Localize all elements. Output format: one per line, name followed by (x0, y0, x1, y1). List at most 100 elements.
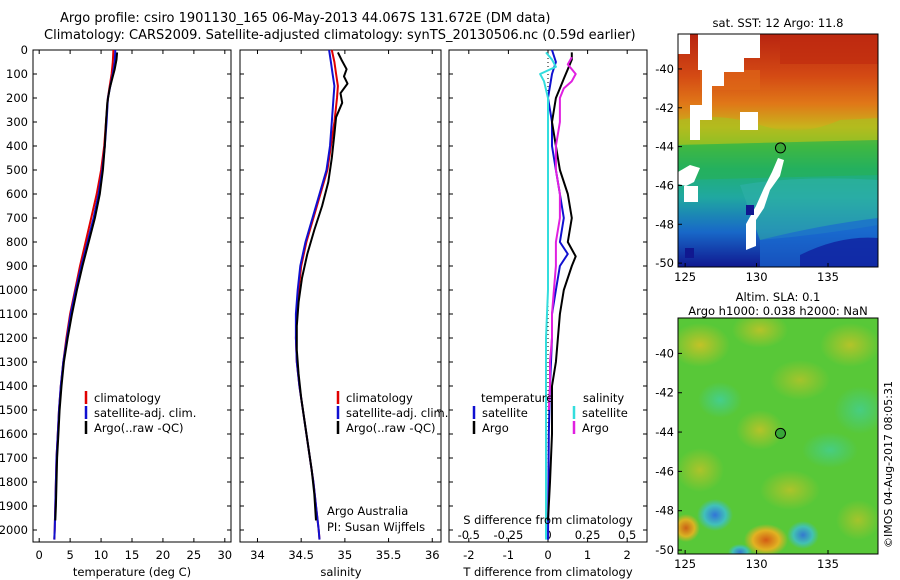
map-y-tick-label: -44 (655, 140, 674, 154)
x-tick-label: 5 (66, 548, 73, 562)
map-y-tick-label: -42 (655, 386, 674, 400)
series-line-argo-raw-qc- (54, 52, 119, 521)
y-tick-label: 1800 (0, 475, 28, 489)
series-line-satellite-adj-clim- (294, 49, 336, 540)
map-x-tick-label: 130 (746, 557, 768, 571)
y-tick-label: 400 (6, 139, 28, 153)
y-tick-label: 600 (6, 187, 28, 201)
series-line-salinity-satellite (539, 51, 557, 540)
y-tick-label: 1300 (0, 355, 28, 369)
x-tick-label: 2 (624, 548, 631, 562)
x-tick-label: 15 (125, 548, 140, 562)
y-tick-label: 800 (6, 235, 28, 249)
x-tick-label: -0.25 (494, 528, 524, 542)
salinity-legend: climatology satellite-adj. clim. Argo(..… (336, 391, 448, 435)
y-tick-label: 500 (6, 163, 28, 177)
map-x-tick-label: 135 (817, 270, 839, 284)
y-tick-label: 900 (6, 259, 28, 273)
credit-line-1: Argo Australia (327, 504, 408, 518)
y-tick-label: 200 (6, 91, 28, 105)
legend-label: climatology (94, 391, 161, 405)
sst-map-axes: 125 130 135 -40 -42 -44 -46 -48 -50 (655, 62, 839, 284)
x-tick-label: 36 (425, 548, 440, 562)
map-y-tick-label: -42 (655, 101, 674, 115)
map-y-tick-label: -40 (655, 346, 674, 360)
sla-map-title-2: Argo h1000: 0.038 h2000: NaN (688, 304, 867, 318)
temperature-plot-frame (32, 49, 232, 543)
credit-line-2: PI: Susan Wijffels (327, 520, 425, 534)
temperature-legend: climatology satellite-adj. clim. Argo(..… (84, 391, 196, 435)
x-tick-label: -2 (463, 548, 474, 562)
difference-series (539, 49, 577, 540)
salinity-x-axis: 34 34.5 35 35.5 36 (250, 50, 440, 562)
map-x-tick-label: 125 (674, 270, 696, 284)
x-tick-label: -1 (503, 548, 514, 562)
map-y-tick-label: -48 (655, 217, 674, 231)
map-y-tick-label: -44 (655, 425, 674, 439)
sla-map-axes: 125 130 135 -40 -42 -44 -46 -48 -50 (655, 346, 839, 571)
legend-label: satellite (482, 406, 528, 420)
y-tick-label: 1200 (0, 331, 28, 345)
y-tick-label: 0 (21, 43, 28, 57)
temperature-x-axis: 0 5 10 15 20 25 30 (36, 50, 232, 562)
legend-label: Argo (582, 421, 609, 435)
legend-label: climatology (346, 391, 413, 405)
legend-salinity-header: salinity (583, 391, 624, 405)
series-line-temperature-argo (547, 52, 577, 521)
x-tick-label: 34.5 (288, 548, 314, 562)
legend-temperature-header: temperature (481, 391, 553, 405)
map-y-tick-label: -46 (655, 178, 674, 192)
map-x-tick-label: 135 (817, 557, 839, 571)
legend-label: Argo(..raw -QC) (346, 421, 436, 435)
x-tick-label: -0.5 (458, 528, 480, 542)
legend-label: satellite (582, 406, 628, 420)
sst-map-frame (677, 33, 879, 268)
x-tick-label: 0.5 (618, 528, 636, 542)
y-tick-label: 1700 (0, 451, 28, 465)
sla-map-frame (677, 317, 879, 555)
y-tick-label: 300 (6, 115, 28, 129)
map-y-tick-label: -50 (655, 256, 674, 270)
y-tick-label: 1900 (0, 499, 28, 513)
x-tick-label: 1 (584, 548, 591, 562)
imos-timestamp: ©IMOS 04-Aug-2017 08:05:31 (882, 381, 895, 548)
x-tick-label: 10 (94, 548, 109, 562)
x-tick-label: 0 (544, 548, 551, 562)
x-tick-label: 35 (338, 548, 353, 562)
t-difference-xlabel: T difference from climatology (462, 565, 633, 579)
y-tick-label: 1100 (0, 307, 28, 321)
x-tick-label: 20 (156, 548, 171, 562)
title-line-1: Argo profile: csiro 1901130_165 06-May-2… (60, 11, 551, 26)
argo-location-marker (774, 142, 786, 154)
map-y-tick-label: -48 (655, 504, 674, 518)
y-tick-label: 1400 (0, 379, 28, 393)
s-difference-xlabel: S difference from climatology (463, 513, 633, 527)
sla-map-title-1: Altim. SLA: 0.1 (736, 290, 821, 304)
x-tick-label: 30 (217, 548, 232, 562)
map-y-tick-label: -50 (655, 543, 674, 557)
y-tick-label: 100 (6, 67, 28, 81)
temperature-xlabel: temperature (deg C) (73, 565, 191, 579)
salinity-series (294, 49, 349, 540)
temperature-series (53, 49, 119, 540)
series-line-argo-raw-qc- (295, 51, 349, 521)
x-tick-label: 34 (250, 548, 265, 562)
y-tick-label: 1600 (0, 427, 28, 441)
salinity-xlabel: salinity (320, 565, 361, 579)
depth-axis: 0 100 200 300 400 500 600 700 800 900 1000 1100 1200… (0, 43, 647, 537)
map-x-tick-label: 125 (674, 557, 696, 571)
map-y-tick-label: -40 (655, 62, 674, 76)
legend-label: Argo (482, 421, 509, 435)
title-line-2: Climatology: CARS2009. Satellite-adjuste… (44, 28, 636, 43)
legend-label: satellite-adj. clim. (94, 406, 196, 420)
x-tick-label: 0.25 (575, 528, 601, 542)
x-tick-label: 25 (187, 548, 202, 562)
difference-legend: temperature salinity satellite Argo sate… (472, 391, 628, 435)
series-line-climatology (53, 49, 115, 540)
y-tick-label: 1000 (0, 283, 28, 297)
y-tick-label: 1500 (0, 403, 28, 417)
sst-map-title: sat. SST: 12 Argo: 11.8 (713, 16, 844, 30)
x-tick-label: 35.5 (376, 548, 402, 562)
legend-label: Argo(..raw -QC) (94, 421, 184, 435)
